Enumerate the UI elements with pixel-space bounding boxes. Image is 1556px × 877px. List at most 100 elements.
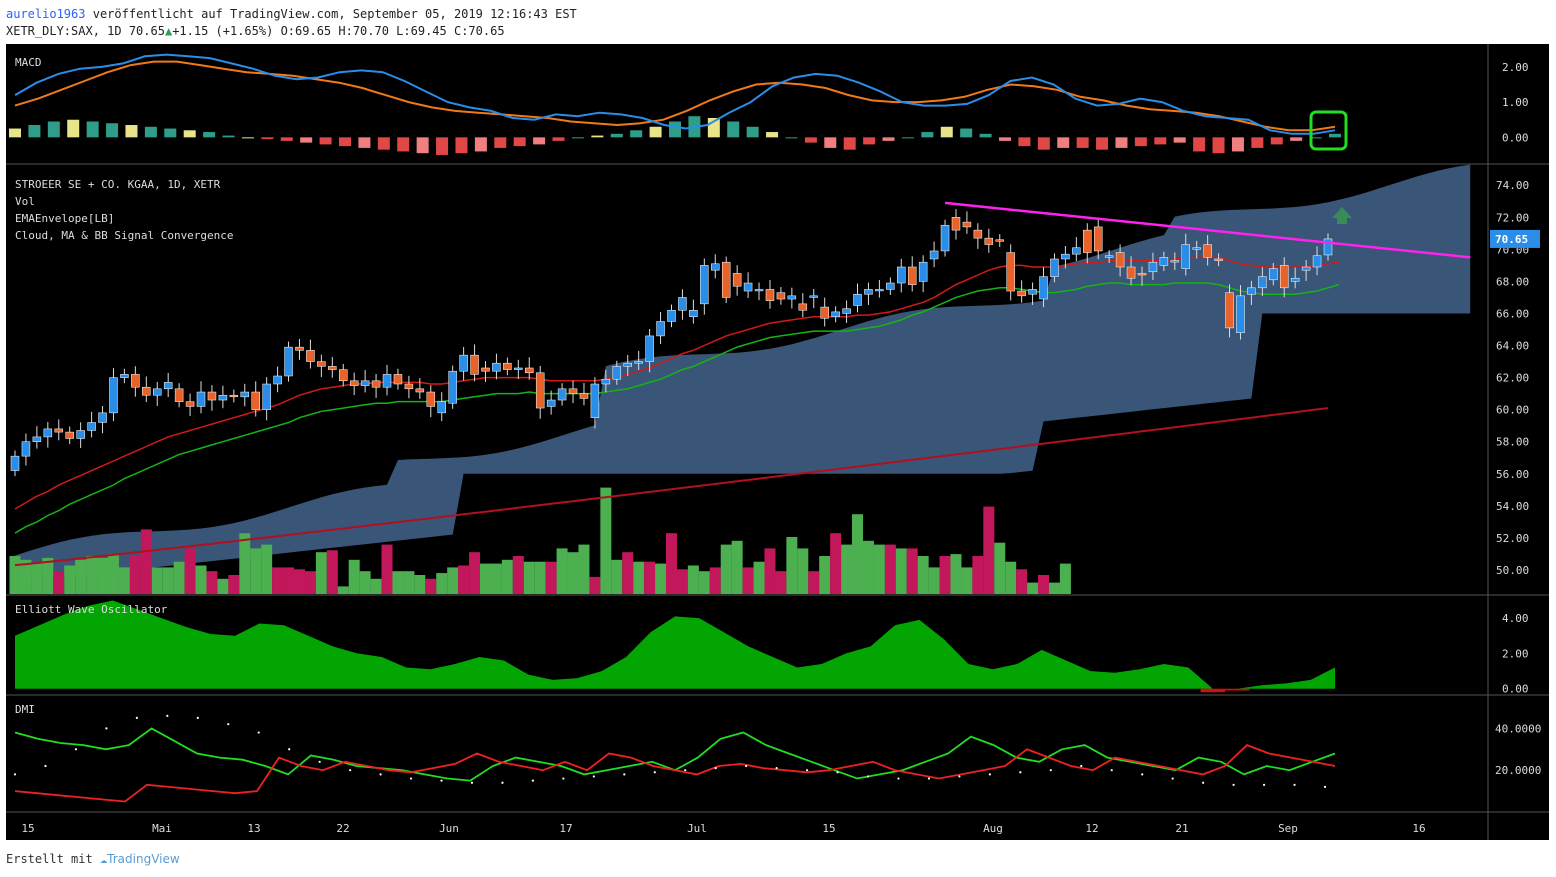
volume-bar (403, 571, 415, 594)
candle (54, 428, 64, 433)
chart-canvas[interactable]: 74.0072.0070.0068.0066.0064.0062.0060.00… (6, 44, 1549, 840)
volume-bar (9, 556, 21, 594)
candle (1312, 255, 1322, 268)
candle (317, 361, 326, 367)
adx-dot (1019, 771, 1022, 774)
candle (897, 266, 906, 284)
volume-bar (884, 544, 896, 594)
candle (875, 289, 884, 292)
macd-histogram-bar (1290, 137, 1303, 141)
adx-dot (196, 716, 199, 720)
price-tick-label: 56.00 (1496, 468, 1529, 481)
volume-bar (195, 565, 207, 594)
macd-histogram-bar (630, 130, 643, 138)
volume-bar (775, 571, 787, 594)
candle (721, 261, 731, 298)
candle (579, 393, 589, 399)
volume-bar (42, 557, 54, 594)
adx-dot (714, 766, 717, 770)
macd-histogram-bar (47, 121, 60, 138)
adx-dot (1110, 769, 1113, 772)
candle (306, 350, 315, 362)
candle (1170, 260, 1180, 263)
macd-histogram-bar (377, 137, 390, 150)
macd-histogram-bar (1134, 137, 1147, 147)
macd-tick-label: 1.00 (1502, 96, 1529, 109)
volume-bar (928, 567, 940, 594)
candle (732, 273, 742, 287)
macd-histogram-bar (727, 121, 740, 138)
price-tick-label: 54.00 (1496, 500, 1529, 513)
candle (678, 297, 687, 311)
volume-bar (578, 544, 590, 594)
candle (700, 265, 709, 305)
adx-dot (927, 777, 931, 780)
volume-bar (786, 537, 798, 594)
signal-arrow-icon (1332, 207, 1352, 224)
candle (360, 380, 370, 386)
adx-dot (135, 716, 138, 720)
volume-bar (392, 571, 404, 594)
adx-dot (379, 773, 382, 776)
candle (1126, 266, 1136, 279)
macd-histogram-bar (494, 137, 507, 148)
time-tick-label: Jul (687, 822, 707, 835)
last-price: 70.65 (128, 24, 165, 38)
candle (295, 346, 304, 351)
macd-histogram-bar (1270, 137, 1283, 145)
candle (76, 430, 85, 439)
candle (87, 422, 96, 431)
macd-histogram-bar (804, 137, 817, 143)
macd-histogram-bar (552, 137, 565, 141)
adx-dot (74, 748, 78, 751)
chart-area[interactable]: 74.00 72.00 70.00 68.00 66.00 64.00 62.00 60.00… (6, 44, 1549, 840)
tradingview-brand[interactable]: TradingView (107, 852, 180, 866)
macd-histogram-bar (1096, 137, 1109, 150)
volume-bar (709, 567, 721, 594)
macd-histogram-bar (416, 137, 429, 154)
candle (1072, 247, 1081, 255)
volume-bar (184, 548, 196, 594)
macd-histogram-bar (9, 128, 21, 138)
candle (1083, 229, 1092, 253)
time-tick-label: Jun (439, 822, 459, 835)
time-tick-label: Mai (152, 822, 172, 835)
volume-bar (129, 556, 141, 594)
macd-histogram-bar (203, 132, 216, 138)
candle (656, 321, 665, 337)
candle (481, 367, 490, 372)
price-tick-label: 58.00 (1496, 436, 1529, 449)
macd-histogram-bar (67, 119, 80, 138)
time-tick-label: 16 (1412, 822, 1425, 835)
candle (349, 380, 359, 386)
author-link[interactable]: aurelio1963 (6, 7, 86, 21)
volume-bar (64, 565, 76, 594)
adx-dot (623, 773, 626, 776)
candle (1017, 290, 1026, 297)
volume-bar (698, 571, 710, 594)
volume-bar (86, 556, 98, 594)
ewo-area-negative (1200, 688, 1225, 693)
price-tick-label: 62.00 (1496, 372, 1529, 385)
volume-bar (337, 586, 349, 594)
adx-dot (227, 723, 230, 726)
candle (174, 388, 184, 402)
price-tick-label: 52.00 (1496, 532, 1529, 545)
tradingview-logo-icon[interactable]: ☁ (99, 852, 108, 866)
candle (667, 310, 676, 322)
candle (273, 375, 282, 385)
volume-bar (20, 559, 32, 594)
indicator-label: EMAEnvelope[LB] (15, 212, 114, 225)
volume-bar (753, 561, 765, 594)
macd-histogram-bar (280, 137, 293, 141)
volume-bar (611, 559, 623, 594)
macd-histogram-bar (649, 126, 662, 138)
candle (1290, 277, 1300, 282)
candle (503, 362, 512, 370)
price-tick-label: 60.00 (1496, 404, 1529, 417)
macd-histogram-bar (1251, 137, 1264, 148)
adx-dot (1080, 764, 1083, 768)
volume-bar (1005, 561, 1017, 594)
candle (973, 229, 983, 239)
macd-histogram-bar (144, 126, 157, 138)
